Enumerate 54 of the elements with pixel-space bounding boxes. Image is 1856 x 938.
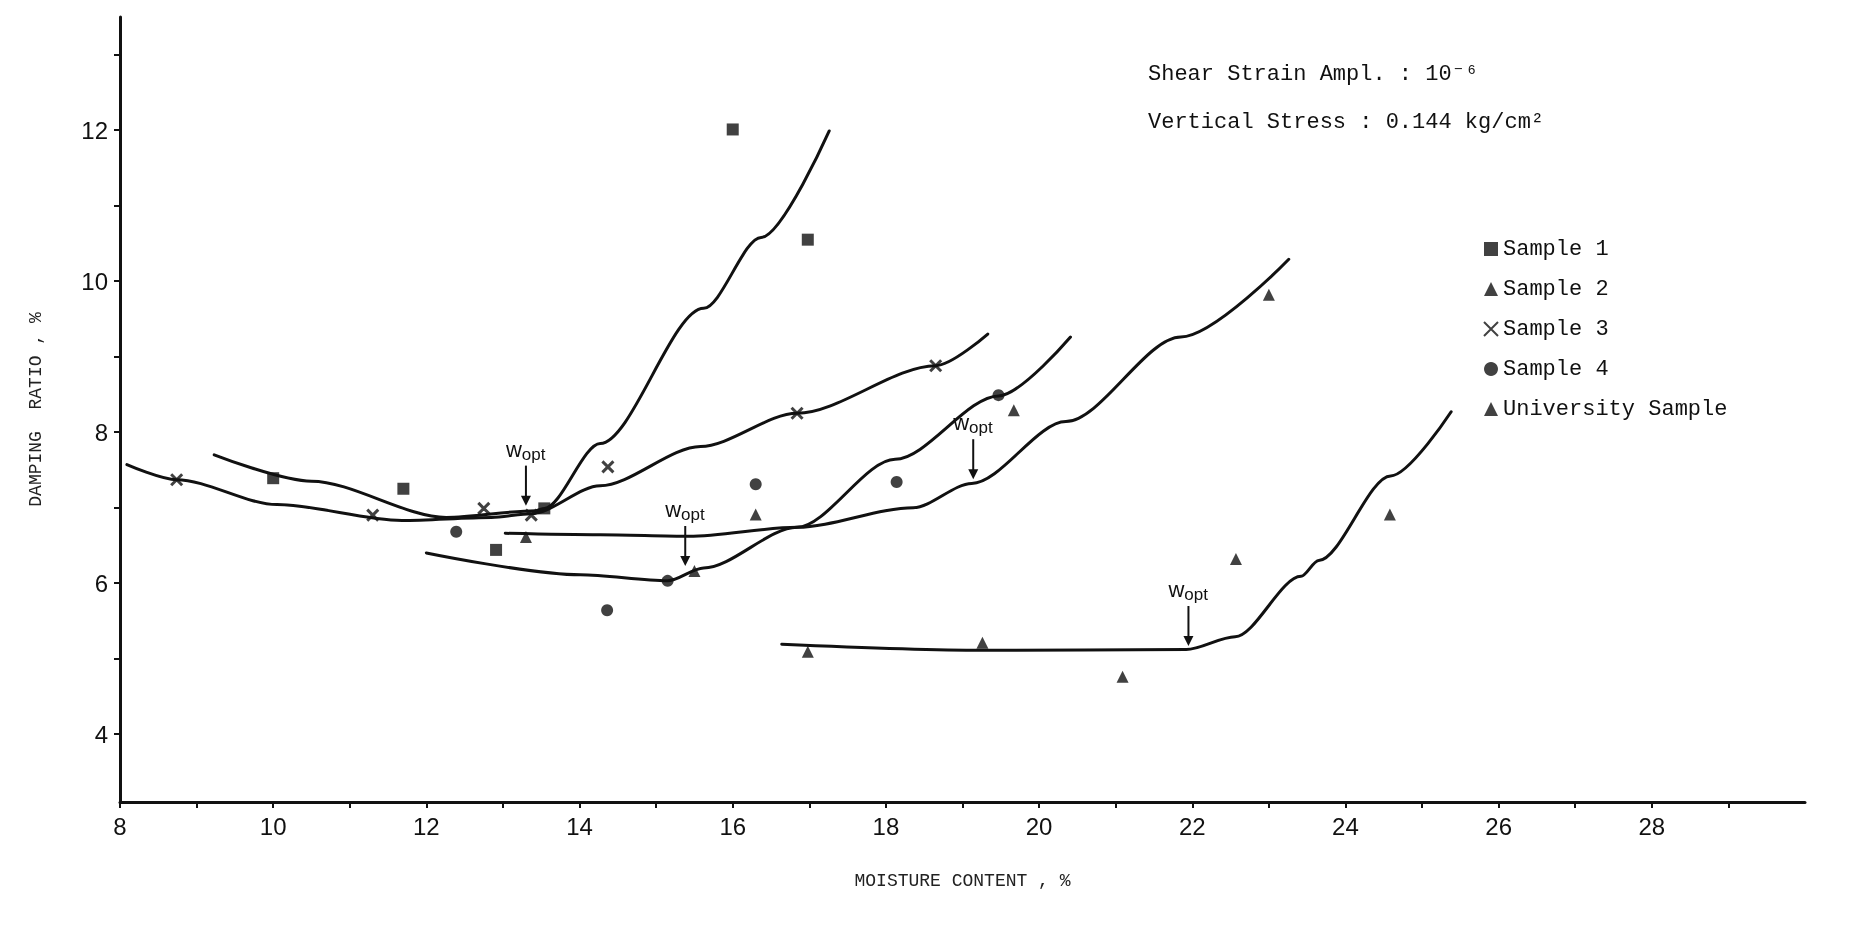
annotation: Shear Strain Ampl. : 10⁻⁶ <box>1148 61 1479 87</box>
point <box>726 123 739 136</box>
x-tick-label: 20 <box>1025 812 1053 840</box>
legend-label: Sample 3 <box>1503 316 1609 342</box>
point <box>397 482 410 495</box>
point <box>365 508 380 523</box>
y-tick-label: 8 <box>94 418 108 446</box>
point <box>749 508 762 521</box>
point <box>538 502 551 515</box>
x-tick-label: 28 <box>1638 812 1666 840</box>
x-tick-label: 12 <box>413 812 440 840</box>
point <box>450 525 463 538</box>
y-tick-label: 10 <box>81 267 108 295</box>
point <box>490 543 503 556</box>
y-tick-label: 6 <box>94 569 108 597</box>
point <box>790 406 805 421</box>
legend-label: Sample 2 <box>1503 276 1609 302</box>
point <box>661 574 674 587</box>
point <box>890 475 903 488</box>
x-tick-label: 26 <box>1485 812 1512 840</box>
point <box>1116 670 1129 683</box>
point <box>169 472 184 487</box>
point <box>992 389 1005 402</box>
x-tick-label: 22 <box>1178 812 1206 840</box>
point <box>524 508 539 523</box>
y-tick-label: 12 <box>81 116 108 144</box>
x-tick-label: 18 <box>872 812 900 840</box>
point <box>801 233 814 246</box>
point <box>600 459 615 474</box>
y-tick-label: 4 <box>94 720 108 748</box>
point <box>267 472 280 485</box>
point <box>688 565 701 578</box>
x-axis-title: MOISTURE CONTENT , % <box>854 871 1071 891</box>
x-tick-label: 16 <box>719 812 747 840</box>
legend-label: Sample 4 <box>1503 356 1609 382</box>
point <box>519 531 532 544</box>
y-axis-title: DAMPING RATIO , % <box>26 312 46 507</box>
annotation: Vertical Stress : 0.144 kg/cm² <box>1148 109 1545 135</box>
point <box>1229 552 1242 565</box>
x-tick-label: 10 <box>259 812 287 840</box>
point <box>601 604 614 617</box>
legend-label: University Sample <box>1503 396 1728 422</box>
x-tick-label: 8 <box>113 812 127 840</box>
point <box>928 358 943 373</box>
point <box>1262 288 1275 301</box>
point <box>1007 404 1020 417</box>
point <box>749 478 762 491</box>
point <box>476 501 491 516</box>
x-tick-label: 14 <box>566 812 593 840</box>
point <box>1383 508 1396 521</box>
point <box>801 645 814 658</box>
point <box>976 636 989 649</box>
x-tick-label: 24 <box>1332 812 1359 840</box>
legend-label: Sample 1 <box>1503 236 1609 262</box>
